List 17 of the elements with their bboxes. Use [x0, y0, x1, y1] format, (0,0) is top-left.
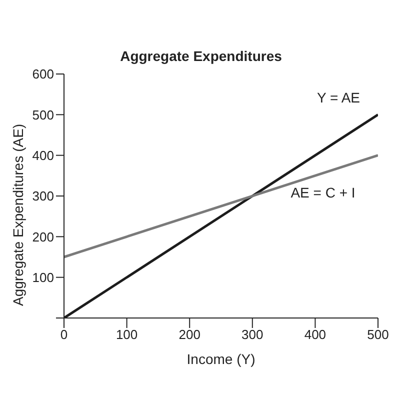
y-tick-label: 100: [32, 270, 54, 285]
y-tick-label: 300: [32, 188, 54, 204]
y-tick-label: 500: [32, 107, 54, 122]
y-axis-title: Aggregate Expenditures (AE): [10, 124, 26, 306]
y-tick-label: 200: [32, 229, 54, 244]
y-tick-label: 400: [32, 148, 54, 163]
x-tick-label: 400: [304, 327, 326, 342]
series-label: AE = C + I: [290, 184, 356, 200]
chart-title: Aggregate Expenditures: [119, 48, 283, 64]
x-tick-label: 0: [60, 327, 68, 342]
series-label: Y = AE: [317, 90, 360, 106]
x-axis-title: Income (Y): [186, 351, 256, 367]
y-tick-label: 600: [32, 66, 54, 82]
x-tick-label: 500: [367, 327, 389, 342]
x-tick-label: 100: [116, 327, 138, 342]
x-tick-label: 200: [178, 327, 200, 342]
x-tick-label: 300: [242, 327, 264, 342]
